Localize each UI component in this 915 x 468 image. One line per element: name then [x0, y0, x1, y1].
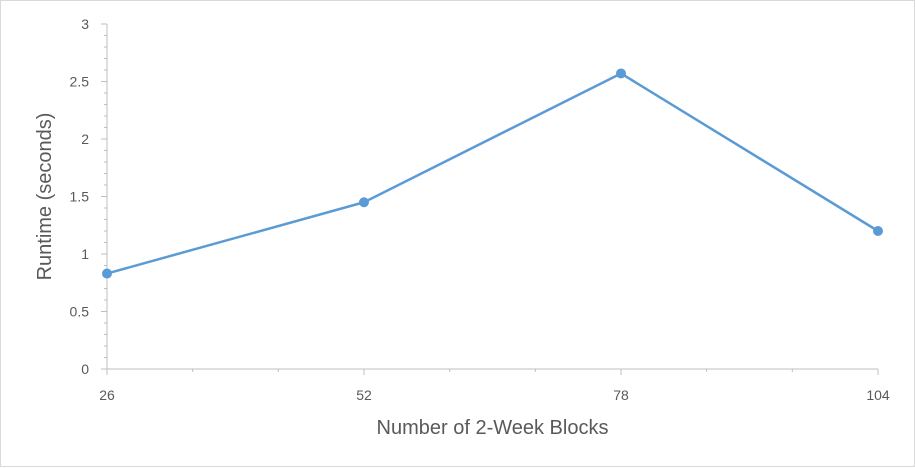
y-tick-label: 1.5	[70, 189, 90, 205]
x-tick-label: 78	[613, 387, 629, 403]
data-point	[359, 197, 369, 208]
data-point	[102, 268, 112, 279]
y-tick-label: 3	[81, 16, 89, 32]
series-line	[106, 72, 879, 275]
y-tick-label: 2	[81, 131, 89, 147]
y-tick-label: 0.5	[70, 304, 90, 320]
y-tick-label: 2.5	[70, 74, 90, 90]
y-tick-label: 0	[81, 361, 89, 377]
axes	[106, 24, 878, 370]
x-ticks: 26 52 78 104	[99, 369, 890, 403]
x-tick-label: 104	[866, 387, 890, 403]
x-axis-title: Number of 2-Week Blocks	[377, 417, 609, 439]
y-ticks: 0 0.5 1 1.5 2 2.5 3	[70, 16, 107, 377]
data-point	[873, 226, 883, 236]
x-tick-label: 52	[356, 387, 372, 403]
x-tick-label: 26	[99, 387, 115, 403]
data-point	[616, 68, 626, 79]
y-axis-title: Runtime (seconds)	[34, 113, 56, 281]
y-tick-label: 1	[81, 246, 89, 262]
series	[102, 68, 883, 279]
